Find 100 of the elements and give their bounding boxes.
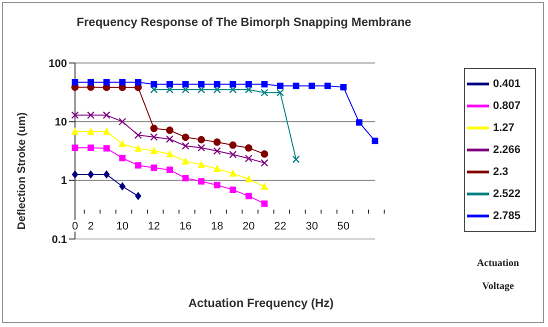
point [103,145,110,152]
point [213,164,221,172]
point [213,138,221,146]
point [276,88,284,96]
point [198,136,206,144]
x-tick-label: 30 [306,220,318,233]
y-tick-label: 10 [54,116,67,129]
point [244,174,252,182]
point [182,157,190,165]
legend-label: 0.807 [493,100,521,112]
point [86,111,95,119]
point [260,150,268,158]
legend-label: 1.27 [493,122,514,134]
point [198,81,205,88]
point [229,169,237,177]
point [150,133,158,141]
y-axis-title: Deflection Stroke (um) [16,111,28,232]
point [245,192,252,200]
point [118,140,126,148]
point [150,86,158,94]
point [308,82,316,90]
point [229,141,237,149]
y-tick-label: 100 [48,58,67,70]
point [88,144,94,151]
point [72,170,78,179]
legend-label: 2.522 [493,188,521,200]
point [150,164,158,171]
x-axis-title: Actuation Frequency (Hz) [187,296,335,310]
point [102,111,110,119]
point [260,159,268,167]
point [213,86,221,94]
chart-title: Frequency Response of The Bimorph Snapping Membrane [76,15,412,29]
point [214,81,220,88]
x-tick-label: 12 [148,220,160,233]
point [260,88,268,96]
point [119,154,126,162]
point [166,86,174,94]
legend-label: 2.266 [493,144,521,156]
point [198,144,206,152]
point [103,79,110,86]
point [182,174,189,182]
legend-label: 2.3 [493,166,508,178]
x-tick-label: 18 [210,220,224,233]
point [134,131,142,139]
point [244,154,252,162]
point [72,144,78,151]
point [245,81,252,88]
point [244,144,252,152]
point [198,86,206,94]
point [88,79,94,86]
point [150,81,158,88]
point [182,142,190,150]
point [244,86,252,94]
point [182,81,189,88]
point [261,200,268,207]
y-tick-label: 1 [60,175,67,188]
point [134,79,142,86]
point [119,182,126,191]
x-tick-label: 50 [337,220,350,233]
point [182,86,190,94]
point [229,150,237,158]
point [372,138,378,144]
point [166,166,173,174]
point [230,186,236,193]
point [118,118,126,126]
point [292,82,300,90]
point [324,82,331,90]
point [229,86,237,94]
point [102,127,110,135]
point [340,84,347,90]
point [119,79,126,86]
point [277,82,284,90]
legend-label: 0.401 [493,78,521,90]
point [150,124,158,132]
x-tick-label: 2 [88,220,94,233]
point [87,127,94,135]
y-tick-label: 0.1 [52,234,67,246]
x-tick-label: 20 [242,220,255,233]
point [134,144,142,152]
point [134,162,142,169]
point [150,146,158,154]
point [292,156,300,164]
point [72,79,78,86]
point [182,134,190,141]
point [166,135,174,143]
x-tick-label: 10 [116,220,128,233]
legend-label: 2.785 [493,210,521,222]
point [213,147,221,155]
point [88,170,94,179]
point [134,192,142,200]
point [198,160,206,168]
point [261,81,268,88]
point [230,81,236,88]
x-tick-label: 22 [274,220,286,233]
point [356,119,362,126]
point [214,182,220,188]
x-tick-label: 16 [179,220,192,233]
point [71,111,79,119]
point [198,178,205,185]
point [103,170,110,179]
